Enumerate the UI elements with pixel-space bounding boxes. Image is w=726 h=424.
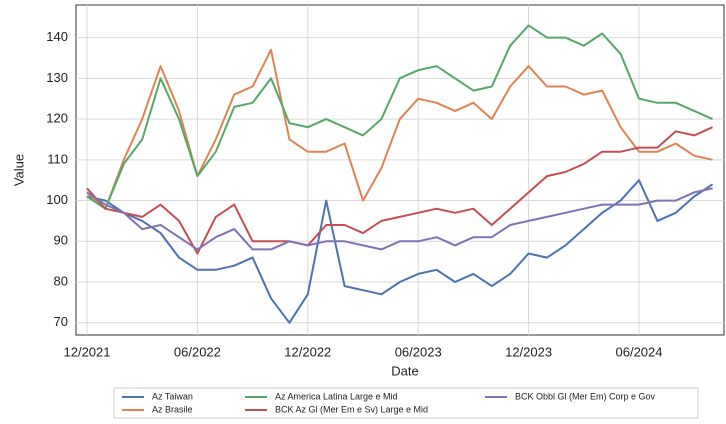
legend: [113, 387, 699, 419]
x-tick-label: 06/2023: [395, 344, 442, 359]
y-tick-label: 110: [47, 151, 68, 166]
legend-label: Az Brasile: [152, 404, 193, 414]
legend-label: BCK Az Gl (Mer Em e Sv) Large e Mid: [275, 404, 428, 414]
y-tick-label: 70: [54, 314, 68, 329]
y-tick-label: 100: [46, 192, 68, 207]
x-tick-label: 06/2024: [616, 344, 663, 359]
y-tick-label: 130: [46, 70, 68, 85]
x-tick-label: 06/2022: [174, 344, 221, 359]
y-tick-label: 140: [46, 29, 68, 44]
y-tick-label: 80: [54, 273, 68, 288]
legend-label: BCK Obbl Gl (Mer Em) Corp e Gov: [515, 391, 656, 401]
y-tick-label: 90: [54, 233, 68, 248]
series-line: [86, 126, 714, 255]
x-axis-label: Date: [391, 363, 418, 378]
x-tick-label: 12/2022: [284, 344, 331, 359]
x-tick-label: 12/2023: [505, 344, 552, 359]
series-line: [86, 187, 713, 251]
legend-label: Az America Latina Large e Mid: [275, 391, 398, 401]
series-line: [86, 24, 714, 210]
x-tick-label: 12/2021: [64, 344, 111, 359]
series-line: [86, 179, 714, 324]
y-axis-label: Value: [11, 154, 26, 186]
plot-area: [75, 4, 725, 336]
legend-label: Az Taiwan: [152, 391, 193, 401]
y-tick-label: 120: [46, 111, 68, 126]
